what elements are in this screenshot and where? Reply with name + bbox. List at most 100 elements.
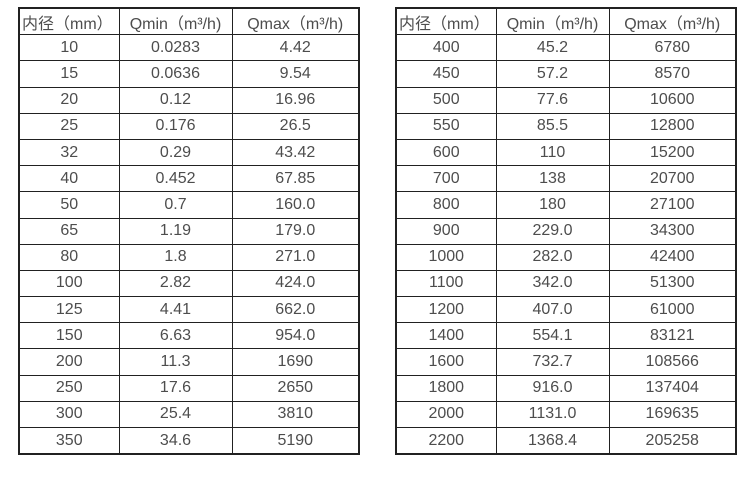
qmax-cell: 954.0 xyxy=(231,322,360,350)
table-row: 500 77.6 10600 xyxy=(395,86,737,114)
table-row: 1600 732.7 108566 xyxy=(395,348,737,376)
table-row: 350 34.6 5190 xyxy=(18,427,360,455)
table-left-body: 10 0.0283 4.42 15 0.0636 9.54 20 0.12 16.96 25 0.1… xyxy=(18,34,360,455)
table-row: 65 1.19 179.0 xyxy=(18,217,360,245)
table-row: 25 0.176 26.5 xyxy=(18,112,360,140)
diameter-cell: 1000 xyxy=(395,243,497,271)
diameter-cell: 32 xyxy=(18,138,120,167)
qmax-cell: 9.54 xyxy=(231,60,360,88)
qmin-cell: 0.7 xyxy=(118,191,233,219)
table-row: 1000 282.0 42400 xyxy=(395,243,737,271)
qmin-cell: 0.12 xyxy=(118,86,233,114)
table-right-body: 400 45.2 6780 450 57.2 8570 500 77.6 10600 550 85.… xyxy=(395,34,737,455)
col-header-qmax: Qmax（m³/h) xyxy=(608,7,737,36)
qmin-cell: 732.7 xyxy=(495,348,610,376)
qmax-cell: 51300 xyxy=(608,269,737,298)
diameter-cell: 125 xyxy=(18,296,120,324)
qmin-cell: 85.5 xyxy=(495,112,610,140)
table-row: 10 0.0283 4.42 xyxy=(18,34,360,62)
diameter-cell: 1100 xyxy=(395,269,497,298)
qmax-cell: 108566 xyxy=(608,348,737,376)
qmax-cell: 27100 xyxy=(608,191,737,219)
col-header-qmin: Qmin（m³/h) xyxy=(495,7,610,36)
table-row: 100 2.82 424.0 xyxy=(18,269,360,298)
qmin-cell: 45.2 xyxy=(495,34,610,62)
diameter-cell: 10 xyxy=(18,34,120,62)
flow-spec-table-right: 内径（mm） Qmin（m³/h) Qmax（m³/h) 400 45.2 6780… xyxy=(395,7,737,456)
qmin-cell: 0.0283 xyxy=(118,34,233,62)
table-row: 150 6.63 954.0 xyxy=(18,322,360,350)
qmin-cell: 0.29 xyxy=(118,138,233,167)
qmax-cell: 179.0 xyxy=(231,217,360,245)
table-row: 700 138 20700 xyxy=(395,165,737,193)
diameter-cell: 300 xyxy=(18,400,120,429)
diameter-cell: 400 xyxy=(395,34,497,62)
qmax-cell: 83121 xyxy=(608,322,737,350)
qmin-cell: 6.63 xyxy=(118,322,233,350)
diameter-cell: 350 xyxy=(18,427,120,455)
diameter-cell: 40 xyxy=(18,165,120,193)
table-row: 550 85.5 12800 xyxy=(395,112,737,140)
diameter-cell: 100 xyxy=(18,269,120,298)
col-header-qmax: Qmax（m³/h) xyxy=(231,7,360,36)
diameter-cell: 900 xyxy=(395,217,497,245)
qmin-cell: 180 xyxy=(495,191,610,219)
diameter-cell: 700 xyxy=(395,165,497,193)
diameter-cell: 2200 xyxy=(395,427,497,455)
qmin-cell: 1131.0 xyxy=(495,400,610,429)
qmax-cell: 43.42 xyxy=(231,138,360,167)
table-row: 300 25.4 3810 xyxy=(18,400,360,429)
qmax-cell: 61000 xyxy=(608,296,737,324)
qmin-cell: 554.1 xyxy=(495,322,610,350)
table-row: 1100 342.0 51300 xyxy=(395,269,737,298)
qmin-cell: 34.6 xyxy=(118,427,233,455)
table-row: 32 0.29 43.42 xyxy=(18,138,360,167)
table-row: 2000 1131.0 169635 xyxy=(395,400,737,429)
qmin-cell: 407.0 xyxy=(495,296,610,324)
qmax-cell: 16.96 xyxy=(231,86,360,114)
qmin-cell: 229.0 xyxy=(495,217,610,245)
diameter-cell: 200 xyxy=(18,348,120,376)
col-header-qmin: Qmin（m³/h) xyxy=(118,7,233,36)
qmax-cell: 15200 xyxy=(608,138,737,167)
qmin-cell: 57.2 xyxy=(495,60,610,88)
qmax-cell: 10600 xyxy=(608,86,737,114)
table-row: 20 0.12 16.96 xyxy=(18,86,360,114)
table-row: 600 110 15200 xyxy=(395,138,737,167)
qmax-cell: 169635 xyxy=(608,400,737,429)
diameter-cell: 20 xyxy=(18,86,120,114)
diameter-cell: 15 xyxy=(18,60,120,88)
qmax-cell: 424.0 xyxy=(231,269,360,298)
qmin-cell: 282.0 xyxy=(495,243,610,271)
diameter-cell: 25 xyxy=(18,112,120,140)
qmin-cell: 0.0636 xyxy=(118,60,233,88)
qmin-cell: 1368.4 xyxy=(495,427,610,455)
qmax-cell: 5190 xyxy=(231,427,360,455)
diameter-cell: 150 xyxy=(18,322,120,350)
qmin-cell: 1.19 xyxy=(118,217,233,245)
table-row: 2200 1368.4 205258 xyxy=(395,427,737,455)
table-row: 250 17.6 2650 xyxy=(18,374,360,402)
table-row: 50 0.7 160.0 xyxy=(18,191,360,219)
table-row: 80 1.8 271.0 xyxy=(18,243,360,271)
table-row: 900 229.0 34300 xyxy=(395,217,737,245)
diameter-cell: 1200 xyxy=(395,296,497,324)
diameter-cell: 50 xyxy=(18,191,120,219)
qmax-cell: 6780 xyxy=(608,34,737,62)
table-row: 200 11.3 1690 xyxy=(18,348,360,376)
diameter-cell: 550 xyxy=(395,112,497,140)
diameter-cell: 800 xyxy=(395,191,497,219)
qmax-cell: 3810 xyxy=(231,400,360,429)
qmin-cell: 110 xyxy=(495,138,610,167)
table-row: 450 57.2 8570 xyxy=(395,60,737,88)
diameter-cell: 250 xyxy=(18,374,120,402)
diameter-cell: 600 xyxy=(395,138,497,167)
qmax-cell: 160.0 xyxy=(231,191,360,219)
qmax-cell: 205258 xyxy=(608,427,737,455)
diameter-cell: 500 xyxy=(395,86,497,114)
qmax-cell: 26.5 xyxy=(231,112,360,140)
diameter-cell: 450 xyxy=(395,60,497,88)
qmin-cell: 77.6 xyxy=(495,86,610,114)
qmin-cell: 2.82 xyxy=(118,269,233,298)
